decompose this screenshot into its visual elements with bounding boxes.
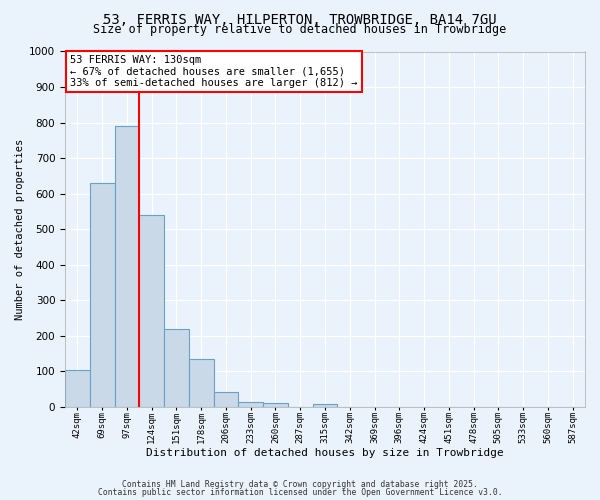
Y-axis label: Number of detached properties: Number of detached properties: [15, 138, 25, 320]
Bar: [214, 392, 238, 407]
Bar: [164, 328, 189, 407]
Text: Size of property relative to detached houses in Trowbridge: Size of property relative to detached ho…: [94, 22, 506, 36]
Text: 53, FERRIS WAY, HILPERTON, TROWBRIDGE, BA14 7GU: 53, FERRIS WAY, HILPERTON, TROWBRIDGE, B…: [103, 12, 497, 26]
X-axis label: Distribution of detached houses by size in Trowbridge: Distribution of detached houses by size …: [146, 448, 504, 458]
Bar: [189, 359, 214, 407]
Bar: [238, 402, 263, 407]
Text: 53 FERRIS WAY: 130sqm
← 67% of detached houses are smaller (1,655)
33% of semi-d: 53 FERRIS WAY: 130sqm ← 67% of detached …: [70, 55, 358, 88]
Text: Contains public sector information licensed under the Open Government Licence v3: Contains public sector information licen…: [98, 488, 502, 497]
Bar: [65, 370, 90, 407]
Bar: [313, 404, 337, 407]
Text: Contains HM Land Registry data © Crown copyright and database right 2025.: Contains HM Land Registry data © Crown c…: [122, 480, 478, 489]
Bar: [90, 183, 115, 407]
Bar: [263, 404, 288, 407]
Bar: [139, 215, 164, 407]
Bar: [115, 126, 139, 407]
